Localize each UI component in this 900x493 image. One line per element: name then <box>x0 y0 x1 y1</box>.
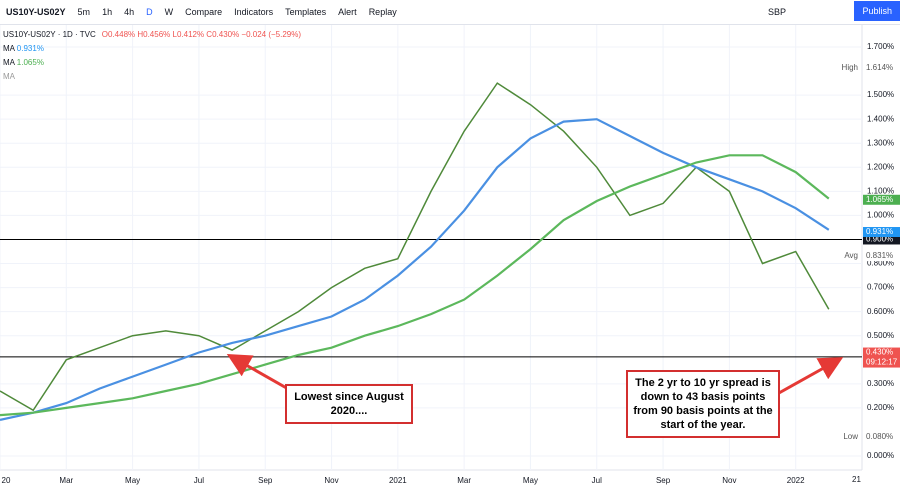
tool[interactable]: 4h <box>124 7 135 17</box>
arrow <box>769 357 844 400</box>
x-tick-label: Sep <box>656 476 671 485</box>
price-label-box <box>863 347 900 368</box>
x-tick-label: May <box>523 476 538 485</box>
price-label-box <box>863 227 900 238</box>
toolbar: US10Y-US02Y 5m 1h 4h D W Compare Indicat… <box>0 0 900 25</box>
tool[interactable]: Replay <box>368 7 397 17</box>
price-tag: High <box>842 63 858 72</box>
legend-title: US10Y-US02Y · 1D · TVC <box>3 30 96 39</box>
y-tick-label: 0.500% <box>867 331 894 340</box>
series-line <box>0 82 830 412</box>
x-tick-label: Mar <box>59 476 73 485</box>
tool[interactable]: Compare <box>185 7 223 17</box>
ma-name: MA <box>3 44 15 53</box>
annotation: The 2 yr to 10 yr spread is down to 43 b… <box>626 370 780 438</box>
y-tick-label: 0.300% <box>867 379 894 388</box>
x-tick-label: Jul <box>194 476 204 485</box>
price-label: 0.831% <box>866 251 893 260</box>
price-tag: 09:12:17 <box>866 358 898 367</box>
tool[interactable]: Templates <box>285 7 327 17</box>
tool[interactable]: 5m <box>77 7 91 17</box>
tool[interactable]: Alert <box>338 7 357 17</box>
ma-name: MA <box>3 58 15 67</box>
price-label: 0.430% <box>866 348 893 357</box>
x-tick-label: 2021 <box>389 476 407 485</box>
price-tag: Avg <box>844 251 858 260</box>
ma-name: MA <box>3 72 15 81</box>
y-tick-label: 1.300% <box>867 138 894 147</box>
x-tick-label: 2022 <box>787 476 805 485</box>
x-tick-label: May <box>125 476 140 485</box>
price-label: 1.614% <box>866 63 893 72</box>
level-label-box <box>863 234 900 245</box>
y-tick-label: 1.400% <box>867 114 894 123</box>
date-marker: 21 <box>852 475 861 484</box>
tool[interactable]: W <box>164 7 174 17</box>
annotation: Lowest since August 2020.... <box>285 384 413 424</box>
price-label-box <box>863 194 900 205</box>
y-tick-label: 0.700% <box>867 283 894 292</box>
level-label: 0.900% <box>866 235 893 244</box>
price-label: 1.065% <box>866 195 893 204</box>
price-label-box <box>863 251 900 262</box>
y-tick-label: 0.600% <box>867 307 894 316</box>
y-tick-label: 0.000% <box>867 451 894 460</box>
y-tick-label: 1.500% <box>867 90 894 99</box>
price-label: 0.080% <box>866 432 893 441</box>
legend: US10Y-US02Y · 1D · TVC O0.448% H0.456% L0… <box>3 28 301 84</box>
y-tick-label: 1.100% <box>867 186 894 195</box>
price-tag: Low <box>843 432 858 441</box>
y-tick-label: 1.700% <box>867 42 894 51</box>
series-line <box>0 154 830 417</box>
symbol[interactable]: US10Y-US02Y <box>6 7 66 17</box>
publish-button[interactable]: Publish <box>854 1 900 21</box>
x-tick-label: Nov <box>722 476 736 485</box>
y-tick-label: 0.200% <box>867 403 894 412</box>
y-tick-label: 1.000% <box>867 211 894 220</box>
ma-value: 1.065% <box>16 58 44 67</box>
x-tick-label: 20 <box>2 476 11 485</box>
tool[interactable]: 1h <box>102 7 113 17</box>
tool[interactable]: Indicators <box>234 7 274 17</box>
currency[interactable]: SBP <box>768 7 787 17</box>
price-label-box <box>863 62 900 73</box>
x-tick-label: Sep <box>258 476 273 485</box>
arrow <box>226 354 291 392</box>
y-tick-label: 1.200% <box>867 162 894 171</box>
x-tick-label: Mar <box>457 476 471 485</box>
x-tick-label: Jul <box>592 476 602 485</box>
x-tick-label: Nov <box>324 476 338 485</box>
tool[interactable]: D <box>146 7 153 17</box>
price-label-box <box>863 431 900 442</box>
price-label: 0.931% <box>866 227 893 236</box>
ohlc: O0.448% H0.456% L0.412% C0.430% −0.024 (… <box>101 30 302 39</box>
ma-value: 0.931% <box>16 44 44 53</box>
y-tick-label: 0.800% <box>867 259 894 268</box>
